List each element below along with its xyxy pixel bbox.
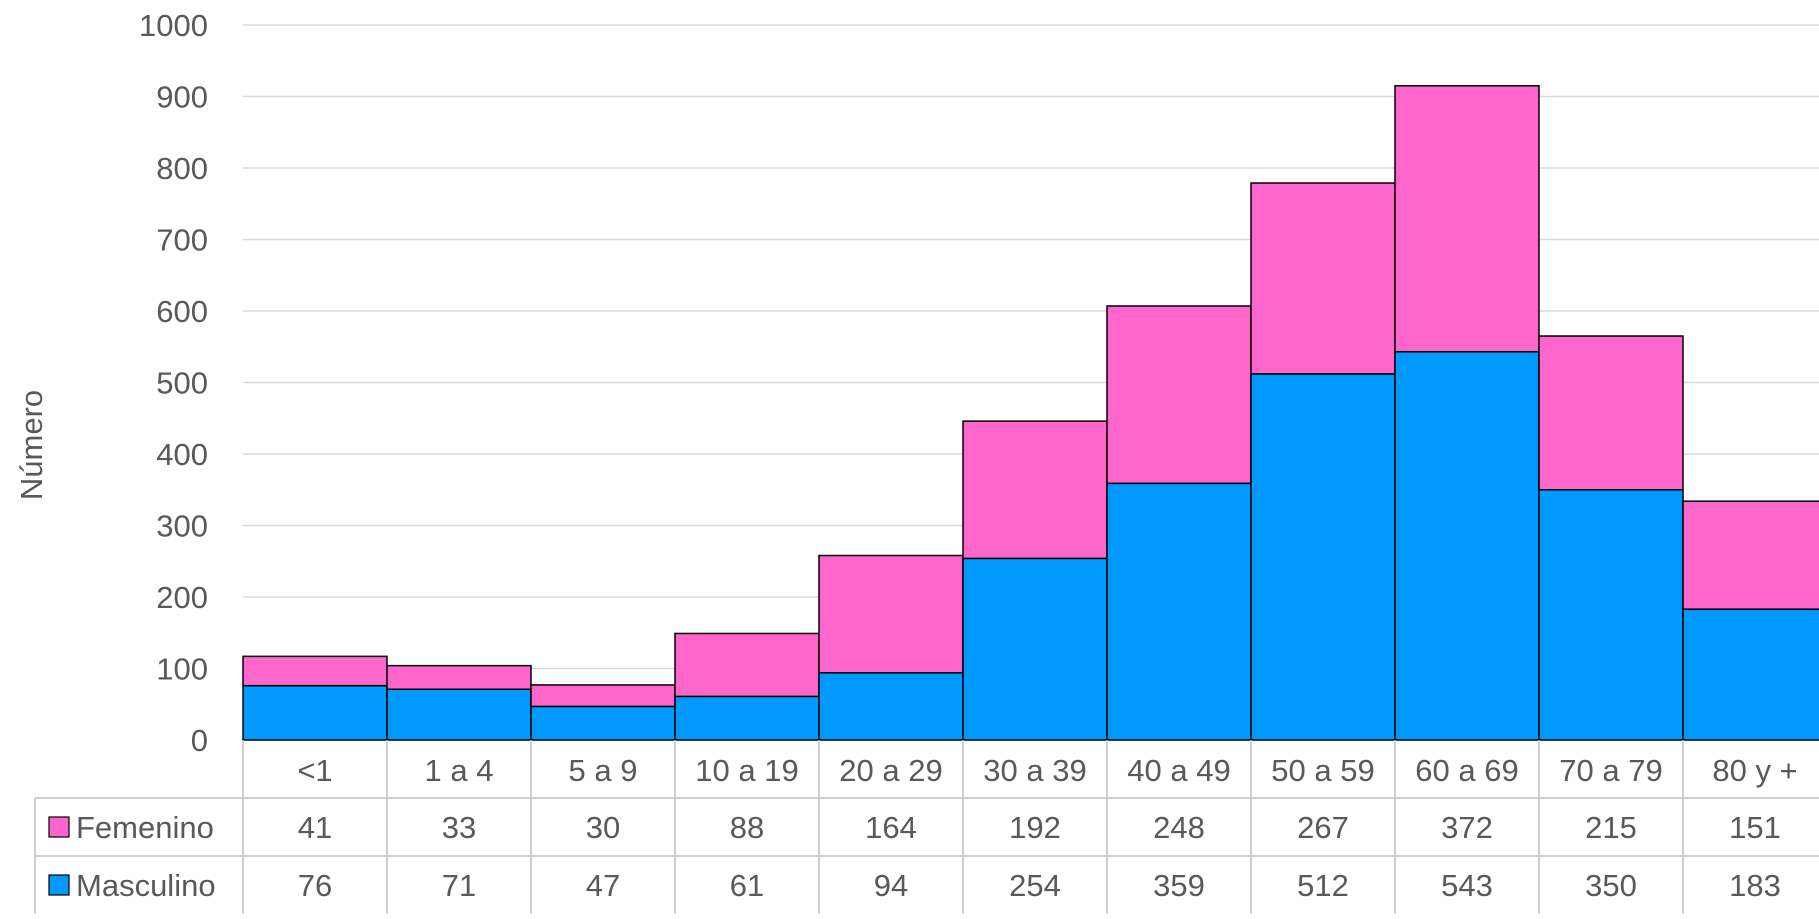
y-tick-label: 100 bbox=[156, 652, 208, 687]
bar-masculino bbox=[1682, 608, 1819, 741]
x-tick-label: 80 y + bbox=[1712, 753, 1797, 788]
bar-femenino bbox=[962, 420, 1108, 560]
data-label: 254 bbox=[1009, 868, 1061, 903]
bar-femenino bbox=[242, 655, 388, 687]
y-tick-label: 1000 bbox=[139, 8, 208, 43]
y-axis-ticks: 0 100 200 300 400 500 600 700 800 900 1000 bbox=[139, 8, 208, 758]
bar-femenino bbox=[818, 554, 964, 674]
x-tick-label: 70 a 79 bbox=[1559, 753, 1662, 788]
bar-femenino bbox=[530, 684, 676, 708]
data-table: <1 1 a 4 5 a 9 10 a 19 20 a 29 30 a 39 40 a 49… bbox=[34, 740, 1819, 914]
x-tick-label: 20 a 29 bbox=[839, 753, 942, 788]
data-label: 151 bbox=[1729, 810, 1781, 845]
x-tick-label: 40 a 49 bbox=[1127, 753, 1230, 788]
bar-femenino bbox=[1250, 182, 1396, 375]
y-axis-title: Número bbox=[14, 390, 49, 500]
bar-femenino bbox=[386, 664, 532, 690]
x-tick-label: 1 a 4 bbox=[425, 753, 494, 788]
bar-femenino bbox=[1106, 305, 1252, 485]
data-label: 88 bbox=[730, 810, 764, 845]
data-label: 71 bbox=[442, 868, 476, 903]
bar-masculino bbox=[1250, 373, 1396, 741]
data-label: 47 bbox=[586, 868, 620, 903]
y-tick-label: 0 bbox=[191, 723, 208, 758]
x-tick-label: 5 a 9 bbox=[569, 753, 638, 788]
x-tick-label: 50 a 59 bbox=[1271, 753, 1374, 788]
data-label: 30 bbox=[586, 810, 620, 845]
data-label: 41 bbox=[298, 810, 332, 845]
data-label: 267 bbox=[1297, 810, 1349, 845]
y-tick-label: 800 bbox=[156, 151, 208, 186]
data-label: 183 bbox=[1729, 868, 1781, 903]
data-label: 350 bbox=[1585, 868, 1637, 903]
legend-key-masculino bbox=[48, 874, 70, 896]
x-tick-label: 10 a 19 bbox=[695, 753, 798, 788]
data-label: 215 bbox=[1585, 810, 1637, 845]
bar-masculino bbox=[1106, 482, 1252, 741]
x-tick-label: 30 a 39 bbox=[983, 753, 1086, 788]
legend-label-masculino: Masculino bbox=[76, 868, 216, 903]
data-label: 164 bbox=[865, 810, 917, 845]
bar-masculino bbox=[1394, 351, 1540, 741]
data-label: 33 bbox=[442, 810, 476, 845]
data-label: 192 bbox=[1009, 810, 1061, 845]
data-label: 359 bbox=[1153, 868, 1205, 903]
bar-masculino bbox=[530, 705, 676, 741]
bar-femenino bbox=[1538, 335, 1684, 491]
y-tick-label: 900 bbox=[156, 80, 208, 115]
bar-masculino bbox=[962, 557, 1108, 741]
y-tick-label: 500 bbox=[156, 366, 208, 401]
legend-key-femenino bbox=[48, 816, 70, 838]
bar-masculino bbox=[242, 684, 388, 741]
data-label: 372 bbox=[1441, 810, 1493, 845]
bar-masculino bbox=[818, 672, 964, 741]
bar-femenino bbox=[1682, 500, 1819, 610]
y-tick-label: 700 bbox=[156, 223, 208, 258]
data-label: 61 bbox=[730, 868, 764, 903]
y-tick-label: 600 bbox=[156, 294, 208, 329]
bar-masculino bbox=[1538, 489, 1684, 741]
x-tick-label: 60 a 69 bbox=[1415, 753, 1518, 788]
bar-femenino bbox=[674, 632, 820, 698]
data-label: 512 bbox=[1297, 868, 1349, 903]
data-label: 248 bbox=[1153, 810, 1205, 845]
bars bbox=[242, 85, 1819, 741]
y-tick-label: 200 bbox=[156, 580, 208, 615]
data-label: 76 bbox=[298, 868, 332, 903]
data-label: 543 bbox=[1441, 868, 1493, 903]
bar-masculino bbox=[386, 688, 532, 741]
x-tick-label: <1 bbox=[297, 753, 332, 788]
y-tick-label: 400 bbox=[156, 437, 208, 472]
bar-femenino bbox=[1394, 85, 1540, 353]
bar-masculino bbox=[674, 695, 820, 741]
data-label: 94 bbox=[874, 868, 908, 903]
legend-label-femenino: Femenino bbox=[76, 810, 214, 845]
y-tick-label: 300 bbox=[156, 509, 208, 544]
